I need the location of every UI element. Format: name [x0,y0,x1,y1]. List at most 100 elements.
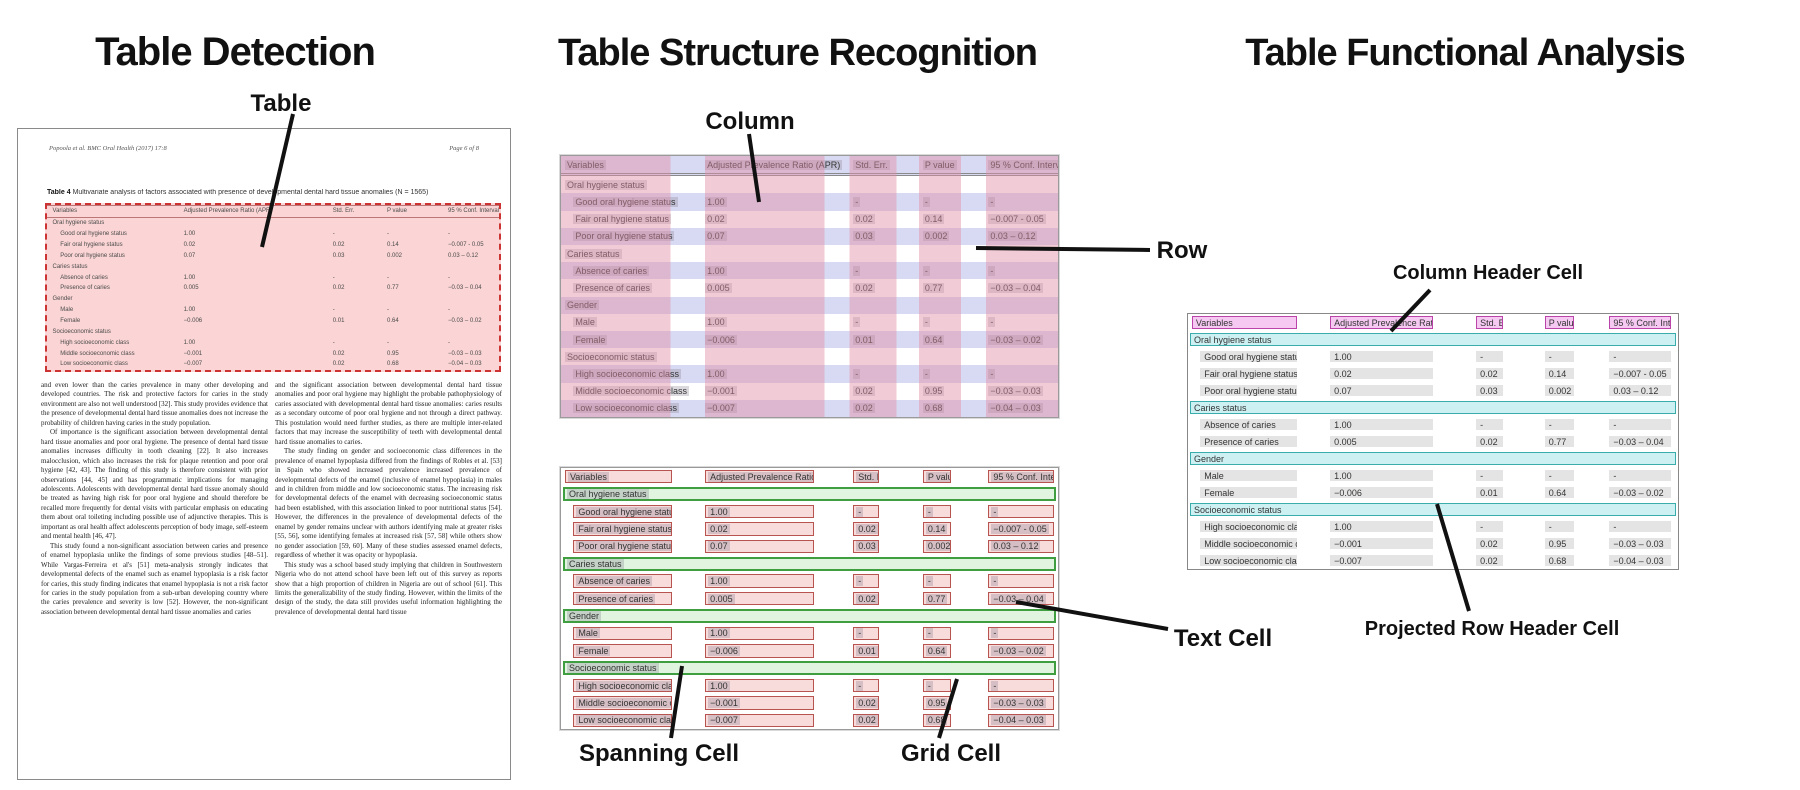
cell-text: - [1548,470,1552,481]
table-cell-position: 0.03 – 0.12 [988,228,1055,245]
table-row: Middle socioeconomic class −0.001 0.02 0.95… [561,694,1058,711]
table-cell-position: 1.00 [705,677,815,694]
cell-text: - [1613,521,1617,532]
table-cell-position: Socioeconomic status [52,326,233,337]
table-cell-position: −0.04 – 0.03 [988,712,1054,729]
table-cell-position: Fair oral hygiene status [59,240,151,251]
table-row: Good oral hygiene status 1.00 - - - [47,229,499,240]
cell-text: High socioeconomic class [60,339,130,346]
table-cell-position: Variables [52,206,151,217]
cell-text: 0.03 – 0.12 [988,231,1038,242]
table-cell-position: 95 % Conf. Interval [1609,314,1671,331]
text-cell-box: 1.00 [1330,470,1433,481]
cell-text: 0.002 [925,541,951,552]
table-cell-position: Socioeconomic status [564,348,764,365]
table-cell-position: −0.006 [705,642,815,659]
table-cell-position: Poor oral hygiene status [1200,382,1298,399]
table-cell-position: 0.01 [1476,484,1504,501]
cell-text: Low socioeconomic class [60,361,128,368]
table-cell-position: Variables [1191,314,1298,331]
cell-text: - [332,307,335,314]
table-cell-position: Caries status [52,261,233,272]
cell-text: Low socioeconomic class [573,403,679,414]
table-cell-position: Caries status [1189,399,1677,416]
grid-cell-box: 0.02 [705,522,815,536]
cell-text: - [922,317,930,328]
column-header-cell-box: Variables [1191,315,1298,330]
section-header-text: Socioeconomic status [1193,504,1282,515]
body-paragraph: Of importance is the significant associa… [41,428,268,541]
text-cell-box: 0.03 – 0.12 [1609,385,1671,396]
table-cell-position: - [853,677,880,694]
grid-cell-box: 0.95 [922,696,951,710]
table-cell-position: 0.64 [1544,484,1575,501]
section-header-text: Oral hygiene status [52,220,105,227]
cell-text: −0.006 [705,334,737,345]
body-paragraph: This study was a school based study impl… [275,560,502,616]
text-cell-box: −0.007 [1330,555,1433,566]
table-cell-position: - [853,625,880,642]
table-cell-position: 0.002 [386,250,413,261]
cell-text: Good oral hygiene status [60,231,127,238]
table-cell-position: Male [573,314,671,331]
table-cell-position: High socioeconomic class [1200,518,1298,535]
cell-text: Presence of caries [573,283,652,294]
table-cell-position: - [922,262,953,279]
table-section-row: Caries status [47,261,499,272]
table-section-row: Gender [1188,450,1678,467]
table-cell-position: −0.03 – 0.04 [447,283,497,294]
table-cell-position: Variables [564,468,672,485]
cell-text: −0.001 [705,386,737,397]
grid-cell-box: 0.64 [922,643,951,658]
text-cell-box: - [1544,419,1575,430]
table-cell-position: Good oral hygiene status [573,503,672,520]
cell-text: −0.007 [705,403,737,414]
table-cell-position: 1.00 [183,305,282,316]
table-section-row: Gender [561,296,1058,314]
cell-text: 0.005 [183,285,199,292]
table-cell-position: 1.00 [705,625,815,642]
cell-text: −0.04 – 0.03 [988,403,1043,414]
table-cell-position: −0.03 – 0.03 [988,383,1055,400]
cell-text: −0.04 – 0.03 [991,715,1046,726]
text-cell-box: 0.68 [1544,555,1575,566]
table-section-row: Socioeconomic status [561,659,1058,676]
text-cell-box: 0.005 [1330,436,1433,447]
text-cell-box: Good oral hygiene status [1200,351,1298,362]
table-cell-position: - [1476,518,1504,535]
table-cell-position: −0.03 – 0.04 [988,590,1054,607]
cell-text: −0.03 – 0.02 [988,334,1043,345]
table-cell-position: Male [1200,467,1298,484]
table-cell-position: 0.005 [183,283,282,294]
cell-text: - [856,506,864,517]
table-cell-position: 0.03 [853,228,883,245]
cell-text: Absence of caries [576,576,652,587]
cell-text: −0.03 – 0.02 [448,318,482,325]
cell-text: 0.95 [1548,538,1567,549]
cell-text: - [856,576,864,587]
cell-text: Fair oral hygiene status [576,523,671,534]
cell-text: 0.02 [853,214,875,225]
cell-text: 95 % Conf. Interval [1613,317,1671,328]
table-cell-position: 0.002 [1544,382,1575,399]
grid-cell-box: - [853,574,880,588]
table-cell-position: −0.007 [1330,552,1433,569]
table-cell-position: 1.00 [1330,348,1433,365]
cell-text: 0.02 [1480,368,1498,379]
table-cell-position: −0.03 – 0.03 [988,694,1054,711]
cell-text: P value [925,471,950,482]
cell-text: High socioeconomic class [1204,521,1298,532]
table-cell-position: - [988,365,1055,382]
cell-text: 1.00 [705,265,727,276]
table-section-row: Gender [561,607,1058,624]
table-cell-position: - [332,337,359,348]
table-cell-position: Low socioeconomic class [573,400,679,417]
table-cell-position: 95 % Conf. Interval [447,206,499,217]
table-cell-position: Fair oral hygiene status [573,211,671,228]
grid-cell-box: −0.03 – 0.04 [988,591,1054,606]
table-cell-position: Adjusted Prevalence Ratio (APR) [183,206,282,217]
cell-text: Adjusted Prevalence Ratio (APR) [183,208,273,215]
cell-text: - [1613,351,1617,362]
cell-text: 1.00 [705,317,727,328]
grid-cell-box: 0.02 [853,522,880,536]
